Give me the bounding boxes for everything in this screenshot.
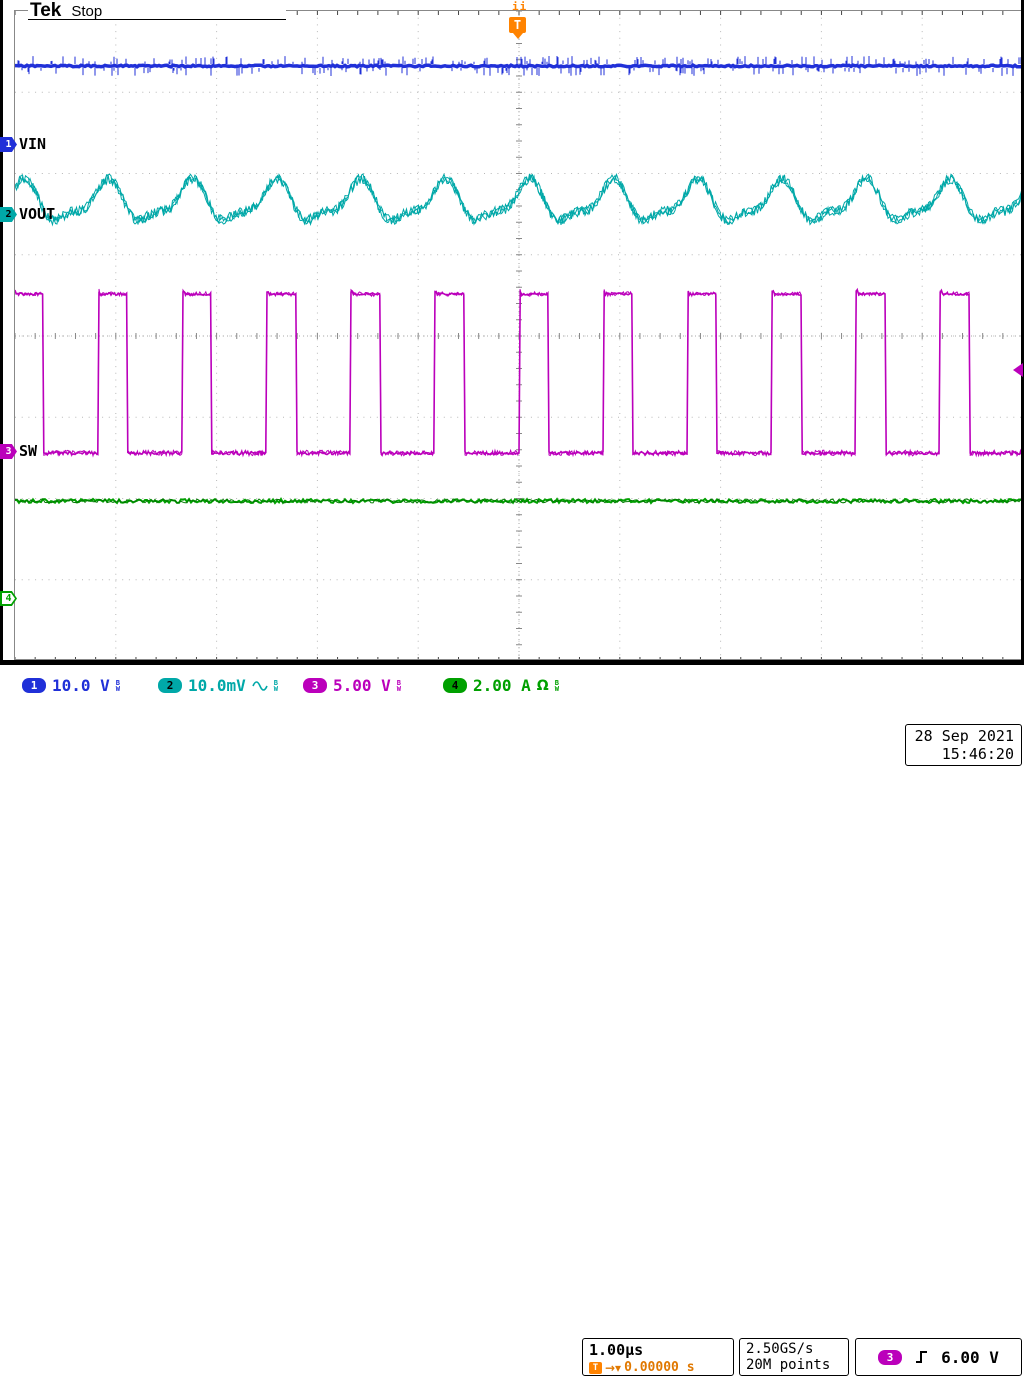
- oscilloscope-screen: Tek Stop 1 2 3 4 VIN VOUT SW ii T 1 10.0…: [0, 0, 1024, 768]
- ac-coupling-icon: [252, 680, 268, 692]
- trigger-arrow-icon: →▾: [605, 1361, 621, 1375]
- ch2-scale: 10.0mV: [188, 676, 246, 695]
- ohm-icon: Ω: [537, 678, 549, 694]
- trigger-level-arrow[interactable]: [1006, 363, 1023, 377]
- ch3-badge[interactable]: 3: [303, 678, 327, 693]
- trigger-position-icon: ii: [512, 0, 527, 13]
- trigger-time-value: 0.00000 s: [624, 1360, 694, 1375]
- trigger-level-value: 6.00 V: [941, 1348, 999, 1367]
- screen-frame-bottom: [0, 660, 1024, 665]
- rising-edge-icon: [914, 1349, 929, 1365]
- timebase-value: 1.00µs: [589, 1341, 727, 1359]
- header-bar: Tek Stop: [28, 0, 286, 20]
- ch4-badge[interactable]: 4: [443, 678, 467, 693]
- ch1-badge[interactable]: 1: [22, 678, 46, 693]
- sample-rate: 2.50GS/s: [746, 1341, 842, 1357]
- ch1-scale: 10.0 V: [52, 676, 110, 695]
- tek-logo: Tek: [30, 0, 61, 22]
- channel-3-label: SW: [19, 442, 37, 460]
- screen-frame-left: [0, 0, 3, 665]
- datetime-display: 28 Sep 2021 15:46:20: [905, 724, 1022, 766]
- trigger-readout[interactable]: 3 6.00 V: [855, 1338, 1022, 1376]
- ch2-badge[interactable]: 2: [158, 678, 182, 693]
- trigger-t-icon: T: [589, 1362, 602, 1374]
- ch3-scale: 5.00 V: [333, 676, 391, 695]
- waveform-display: [15, 11, 1022, 660]
- record-length: 20M points: [746, 1357, 842, 1373]
- trigger-source-badge[interactable]: 3: [878, 1350, 902, 1365]
- acquisition-readout[interactable]: 2.50GS/s 20M points: [739, 1338, 849, 1376]
- graticule-area[interactable]: [14, 10, 1022, 660]
- ch4-scale: 2.00 A: [473, 676, 531, 695]
- trigger-flag[interactable]: T: [509, 17, 526, 33]
- acquisition-status[interactable]: Stop: [71, 3, 102, 20]
- channel-1-label: VIN: [19, 135, 46, 153]
- trigger-time-row: T →▾ 0.00000 s: [589, 1360, 727, 1375]
- channel-2-label: VOUT: [19, 205, 55, 223]
- date-value: 28 Sep 2021: [913, 727, 1014, 745]
- horizontal-readout[interactable]: 1.00µs T →▾ 0.00000 s: [582, 1338, 734, 1376]
- time-value: 15:46:20: [913, 745, 1014, 763]
